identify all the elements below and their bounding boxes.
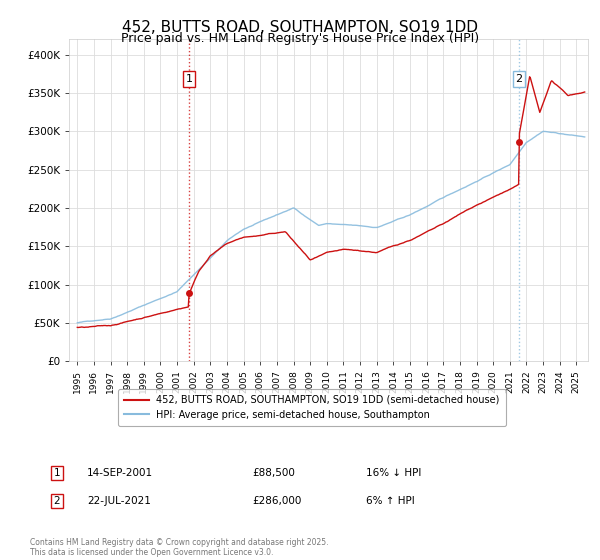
Text: £286,000: £286,000 [252, 496, 301, 506]
Text: 2: 2 [515, 74, 523, 84]
Text: 6% ↑ HPI: 6% ↑ HPI [366, 496, 415, 506]
Text: 22-JUL-2021: 22-JUL-2021 [87, 496, 151, 506]
Legend: 452, BUTTS ROAD, SOUTHAMPTON, SO19 1DD (semi-detached house), HPI: Average price: 452, BUTTS ROAD, SOUTHAMPTON, SO19 1DD (… [118, 389, 506, 426]
Text: Contains HM Land Registry data © Crown copyright and database right 2025.
This d: Contains HM Land Registry data © Crown c… [30, 538, 329, 557]
Text: 1: 1 [185, 74, 193, 84]
Text: 16% ↓ HPI: 16% ↓ HPI [366, 468, 421, 478]
Text: 1: 1 [53, 468, 61, 478]
Text: Price paid vs. HM Land Registry's House Price Index (HPI): Price paid vs. HM Land Registry's House … [121, 32, 479, 45]
Text: 452, BUTTS ROAD, SOUTHAMPTON, SO19 1DD: 452, BUTTS ROAD, SOUTHAMPTON, SO19 1DD [122, 20, 478, 35]
Text: £88,500: £88,500 [252, 468, 295, 478]
Text: 14-SEP-2001: 14-SEP-2001 [87, 468, 153, 478]
Text: 2: 2 [53, 496, 61, 506]
